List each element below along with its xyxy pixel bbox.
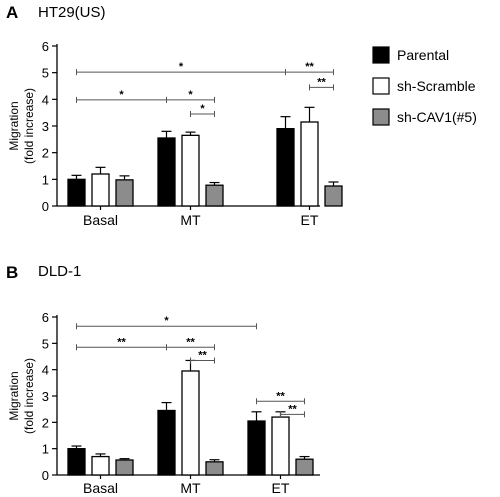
- panel-b-bar-sh-cav1-5-et: [295, 458, 314, 476]
- panel-b-bar-parental-et: [247, 420, 266, 476]
- panel-b-category-label: Basal: [83, 480, 118, 496]
- panel-b-ytick-label: 2: [42, 415, 49, 430]
- panel-a-ytick-label: 1: [42, 172, 49, 187]
- panel-b-significance-label: **: [198, 349, 207, 361]
- panel-b-chart: B DLD-1 Migration (fold increase) 0 1 2 3 4 5 6 Bas…: [6, 263, 320, 496]
- panel-a-bar-sh-cav1-5-mt: [205, 184, 224, 207]
- panel-b-bar-sh-cav1-5-basal: [115, 459, 134, 476]
- panel-a-bar-sh-cav1-5-et: [324, 185, 343, 207]
- panel-a-bar-sh-scramble-basal: [91, 173, 110, 207]
- panel-b-category-label: MT: [180, 480, 201, 496]
- panel-a-significance-label: *: [179, 61, 184, 73]
- legend-swatch-1: [372, 46, 390, 64]
- panel-b-significance-label: **: [288, 403, 297, 415]
- panel-a-significance-label: *: [188, 89, 193, 101]
- panel-a-significance-label: *: [200, 103, 205, 115]
- panel-b-bar-parental-mt: [157, 409, 176, 476]
- panel-b-significance-label: **: [186, 336, 195, 348]
- legend-swatch-3: [372, 108, 390, 126]
- panel-b-bar-sh-scramble-mt: [181, 370, 200, 476]
- panel-b-title: DLD-1: [38, 263, 81, 280]
- panel-a-significance-label: *: [119, 89, 124, 101]
- panel-b-letter: B: [6, 263, 18, 282]
- legend: Parental sh-Scramble sh-CAV1(#5): [372, 46, 477, 126]
- panel-b-ytick-label: 6: [42, 310, 49, 325]
- legend-label-1: Parental: [397, 47, 449, 63]
- panel-b-bar-sh-scramble-et: [271, 416, 290, 476]
- panel-a-bar-sh-scramble-et: [300, 121, 319, 207]
- panel-a-bar-sh-scramble-mt: [181, 134, 200, 207]
- panel-b-ytick-label: 5: [42, 336, 49, 351]
- panel-a-title: HT29(US): [38, 4, 106, 21]
- panel-a-ylabel-line-2: (fold increase): [22, 88, 36, 164]
- panel-a-ytick-label: 6: [42, 39, 49, 54]
- panel-a-ytick-label: 4: [42, 92, 49, 107]
- panel-b-ylabel-line-2: (fold increase): [22, 358, 36, 434]
- panel-a-significance-label: **: [317, 76, 326, 88]
- panel-a-ytick-label: 0: [42, 199, 49, 214]
- panel-b-category-label: ET: [272, 480, 290, 496]
- panel-a-bar-parental-et: [276, 128, 295, 207]
- panel-b-significance-label: *: [164, 315, 169, 327]
- panel-a-ytick-label: 2: [42, 146, 49, 161]
- panel-a-category-label: MT: [180, 212, 201, 228]
- panel-b-ytick-label: 1: [42, 442, 49, 457]
- panel-a-ytick-label: 3: [42, 119, 49, 134]
- panel-a-chart: A HT29(US) Migration (fold increase) 0 1 2 3 4 5 6…: [6, 3, 343, 228]
- panel-a-significance-label: **: [305, 61, 314, 73]
- legend-swatch-2: [372, 77, 390, 95]
- panel-b-significance-label: **: [117, 336, 126, 348]
- panel-b-bar-sh-cav1-5-mt: [205, 461, 224, 476]
- panel-a-ylabel-line-1: Migration: [7, 101, 21, 150]
- panel-a-bar-parental-basal: [67, 178, 86, 207]
- panel-b-ytick-label: 4: [42, 363, 49, 378]
- panel-b-ytick-label: 3: [42, 389, 49, 404]
- panel-a-bar-parental-mt: [157, 137, 176, 207]
- legend-label-2: sh-Scramble: [397, 78, 476, 94]
- panel-a-category-label: Basal: [83, 212, 118, 228]
- panel-a-bar-sh-cav1-5-basal: [115, 179, 134, 207]
- panel-a-category-label: ET: [301, 212, 319, 228]
- panel-a-ytick-label: 5: [42, 66, 49, 81]
- panel-b-ylabel-line-1: Migration: [7, 371, 21, 420]
- panel-b-bar-parental-basal: [67, 448, 86, 476]
- panel-b-significance-label: **: [276, 390, 285, 402]
- panel-a-letter: A: [6, 3, 18, 22]
- legend-label-3: sh-CAV1(#5): [397, 109, 477, 125]
- panel-b-ytick-label: 0: [42, 468, 49, 483]
- panel-b-bar-sh-scramble-basal: [91, 455, 110, 476]
